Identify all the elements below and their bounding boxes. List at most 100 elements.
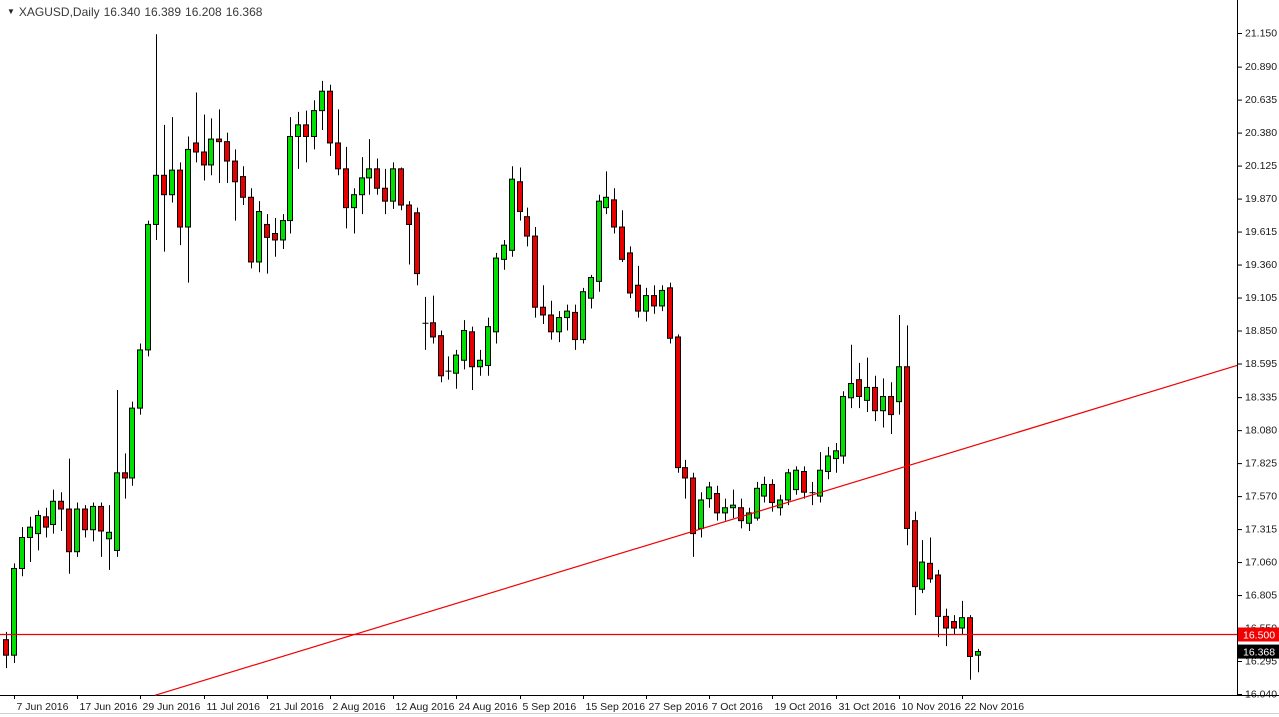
candle-body-bear	[714, 493, 720, 514]
candle-body-bear	[690, 477, 696, 535]
candle	[927, 537, 933, 583]
candle-body-bull	[509, 178, 515, 251]
candle	[564, 304, 570, 331]
candle	[864, 357, 870, 413]
candle	[272, 217, 278, 257]
candle-body-bear	[651, 295, 657, 307]
candle-body-bear	[611, 199, 617, 228]
candle-body-bear	[912, 520, 918, 588]
y-axis-price-scale[interactable]: 21.150 20.890 20.635 20.380 20.125 19.870 19.6…	[1237, 28, 1277, 701]
candle	[137, 343, 143, 415]
y-tick-label: 19.615	[1245, 226, 1277, 238]
candle	[698, 492, 704, 538]
candle	[390, 162, 396, 209]
candle	[201, 114, 207, 181]
svg-text:16.500: 16.500	[1243, 629, 1275, 641]
candle-body-bull	[169, 169, 175, 196]
candle	[651, 285, 657, 314]
y-tick-label: 17.315	[1245, 524, 1277, 536]
candle-body-bear	[177, 169, 183, 228]
candle-body-bull	[106, 531, 112, 540]
x-tick-label: 7 Oct 2016	[712, 701, 764, 713]
candle	[438, 330, 444, 383]
candle-body-bear	[232, 160, 238, 183]
candle	[588, 274, 594, 309]
candle-body-bear	[343, 168, 349, 209]
candle-body-bear	[635, 284, 641, 312]
candle	[208, 118, 214, 176]
candle-body-bear	[856, 379, 862, 397]
candle	[106, 505, 112, 570]
candle	[19, 527, 25, 577]
candle-body-bull	[564, 310, 570, 319]
ohlc-open: 16.340	[103, 5, 141, 19]
candle-body-bull	[603, 196, 609, 209]
x-axis-date-scale[interactable]: 7 Jun 2016 17 Jun 2016 29 Jun 2016 11 Jul 2…	[14, 695, 1025, 713]
candle-body-bear	[738, 507, 744, 522]
candle	[98, 502, 104, 557]
candle	[58, 492, 64, 532]
candle	[706, 481, 712, 508]
candle-body-bull	[129, 407, 135, 479]
candle	[682, 459, 688, 499]
hline-price-label: 16.500	[1238, 627, 1279, 642]
y-tick-label: 17.060	[1245, 557, 1277, 569]
candle-body-bull	[919, 561, 925, 590]
candle	[951, 615, 957, 635]
candle-body-bull	[153, 174, 159, 225]
candle-body-bear	[935, 574, 941, 617]
candle-body-bear	[272, 232, 278, 241]
candle-body-bull	[493, 257, 499, 333]
trendline-object[interactable]	[154, 364, 1238, 696]
x-tick-label: 19 Oct 2016	[775, 701, 832, 713]
candle	[532, 227, 538, 318]
candle-body-bear	[951, 621, 957, 629]
candle	[406, 201, 412, 265]
candle-body-bull	[864, 386, 870, 401]
x-tick-label: 27 Sep 2016	[649, 701, 709, 713]
symbol-name: XAGUSD,Daily	[18, 5, 100, 19]
candle-body-bull	[185, 148, 191, 228]
candle	[145, 220, 151, 357]
candle-body-bear	[801, 471, 807, 493]
candle	[422, 296, 429, 350]
candle-body-bull	[359, 177, 365, 196]
candle	[935, 569, 941, 638]
candle	[825, 446, 831, 480]
candle-body-bull	[90, 505, 96, 531]
candle-body-bull	[137, 349, 143, 409]
x-tick-label: 7 Jun 2016	[17, 701, 69, 713]
candle	[690, 472, 696, 557]
ohlc-close: 16.368	[225, 5, 263, 19]
candle-body-bull	[848, 383, 854, 399]
y-tick-label: 16.040	[1245, 689, 1277, 701]
x-tick-label: 2 Aug 2016	[333, 701, 386, 713]
candle-body-bull	[35, 514, 41, 535]
candle-body-bull	[975, 651, 981, 656]
candle-body-bull	[761, 483, 767, 497]
candle	[596, 194, 602, 292]
candle	[540, 285, 546, 325]
candle-body-bull	[840, 395, 846, 457]
candle-body-bear	[682, 467, 688, 479]
candle	[603, 171, 609, 215]
candle-body-bear	[335, 142, 341, 170]
candle	[738, 498, 744, 529]
candle	[398, 167, 404, 211]
candle	[501, 239, 507, 270]
candle	[619, 210, 625, 262]
candle-body-bull	[19, 536, 25, 570]
y-tick-label: 18.335	[1245, 392, 1277, 404]
candle-body-bull	[580, 291, 586, 341]
candle-body-bull	[730, 504, 736, 509]
candle-body-bull	[287, 135, 293, 222]
x-tick-label: 15 Sep 2016	[586, 701, 646, 713]
candle-body-bear	[532, 235, 538, 308]
candle	[517, 167, 523, 221]
candle-body-bear	[201, 151, 207, 166]
candle	[177, 162, 183, 246]
candle	[82, 505, 88, 538]
candle	[840, 391, 846, 464]
candle	[161, 124, 167, 252]
